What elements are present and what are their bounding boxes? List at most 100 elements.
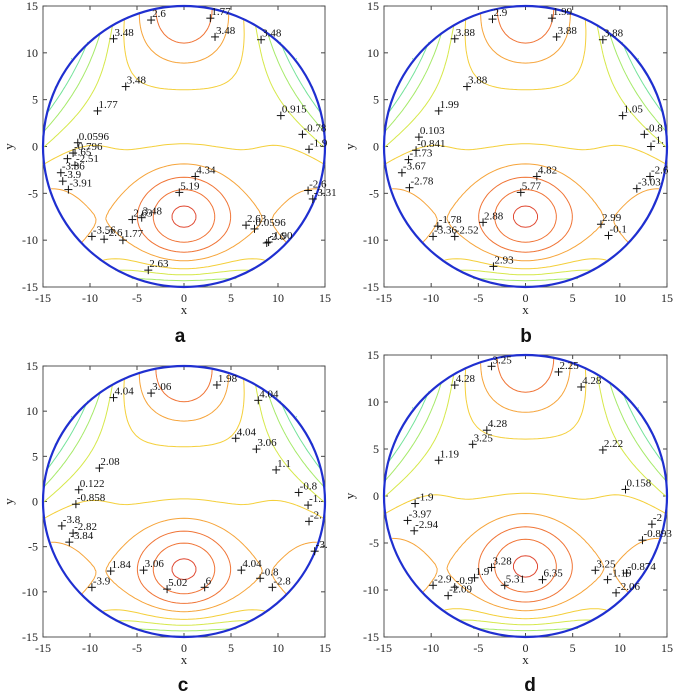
contour-line xyxy=(171,205,197,228)
x-tick-label: -15 xyxy=(376,291,392,305)
y-tick-label: 10 xyxy=(367,46,379,60)
contour-line xyxy=(136,9,232,253)
y-tick-label: -15 xyxy=(22,280,38,294)
contour-label: -2.8 xyxy=(273,575,291,587)
contour-line xyxy=(392,363,659,612)
contour-label: 2.08 xyxy=(100,456,120,468)
contour-label: -2.6 xyxy=(268,231,286,243)
x-tick-label: -10 xyxy=(423,291,439,305)
contour-label: 3.88 xyxy=(456,27,476,39)
y-tick-label: -10 xyxy=(363,583,379,597)
x-tick-label: -5 xyxy=(473,291,483,305)
contour-label: -0.78 xyxy=(303,122,326,134)
contour-label: -0.858 xyxy=(77,492,106,504)
y-tick-label: 15 xyxy=(26,359,38,373)
contour-label: -1.73 xyxy=(410,148,433,160)
contour-line xyxy=(383,383,668,632)
boundary-circle xyxy=(382,4,669,289)
contour-label: 2.99 xyxy=(602,212,622,224)
contour-label: 3.06 xyxy=(152,381,172,393)
contour-label: 3.48 xyxy=(216,25,236,37)
contour-label: -2.09 xyxy=(449,584,472,596)
contour-label: -3.56 xyxy=(93,224,116,236)
contour-label: -2.9 xyxy=(434,573,452,585)
x-tick-label: 10 xyxy=(272,641,284,655)
contour-label: 4.34 xyxy=(196,164,216,176)
y-tick-label: 15 xyxy=(26,0,38,13)
contour-label: 4.04 xyxy=(259,388,279,400)
contour-label: -3.36 xyxy=(62,161,85,173)
x-tick-label: -10 xyxy=(82,641,98,655)
contour-label: 5.77 xyxy=(522,180,542,192)
y-axis-label: y xyxy=(342,492,357,499)
x-tick-label: 5 xyxy=(570,291,576,305)
contour-label: -0.841 xyxy=(417,138,445,150)
x-axis-label: x xyxy=(522,652,529,667)
contour-label: -1. xyxy=(652,135,664,147)
contour-label: 4.04 xyxy=(242,558,262,570)
contour-label: 4.04 xyxy=(115,386,135,398)
x-axis-label: x xyxy=(181,652,188,667)
contour-label: -0.893 xyxy=(643,528,672,540)
contour-label: 3.88 xyxy=(558,25,578,37)
contour-label: -2.94 xyxy=(415,519,438,531)
contour-label: 5.19 xyxy=(180,180,200,192)
contour-line xyxy=(494,538,557,593)
panel-label: c xyxy=(178,675,189,694)
x-tick-label: 10 xyxy=(614,291,626,305)
contour-label: 1.98 xyxy=(218,373,238,385)
contour-label: 2.6 xyxy=(152,8,166,20)
x-tick-label: -15 xyxy=(35,641,51,655)
contour-label: 2.88 xyxy=(484,210,504,222)
contour-line xyxy=(513,555,538,578)
contour-label: 6 xyxy=(206,575,212,587)
contour-line xyxy=(513,205,538,228)
contour-label: 2.63 xyxy=(149,258,169,270)
x-tick-label: 5 xyxy=(228,291,234,305)
x-tick-label: 10 xyxy=(614,641,626,655)
y-tick-label: -15 xyxy=(22,630,38,644)
x-tick-label: 5 xyxy=(228,641,234,655)
panel-d: -15 -10 -5 0 5 10 15 -15 -10 -5 0 5 10 15 x y 4.28 3.25 4.… xyxy=(342,348,673,694)
panel-label: b xyxy=(520,326,532,347)
x-tick-label: -15 xyxy=(35,291,51,305)
contour-label: -0.8 xyxy=(645,122,663,134)
contour-label: 2.93 xyxy=(494,254,514,266)
contour-label: 2.9 xyxy=(493,7,507,19)
y-axis-label: y xyxy=(342,143,357,150)
contour-label: -3.03 xyxy=(638,177,661,189)
contour-label: -1. xyxy=(309,493,321,505)
contour-label: 1.05 xyxy=(624,104,644,116)
y-tick-label: 10 xyxy=(367,395,379,409)
x-tick-label: 0 xyxy=(523,291,529,305)
y-tick-label: -5 xyxy=(28,186,38,200)
y-tick-label: -15 xyxy=(363,630,379,644)
x-tick-label: 5 xyxy=(570,641,576,655)
contour-label: 1.19 xyxy=(440,448,460,460)
contour-label: 1.84 xyxy=(112,559,132,571)
contour-label: 4.28 xyxy=(582,375,602,387)
contour-label: -2 xyxy=(653,512,662,524)
y-tick-label: 0 xyxy=(32,140,38,154)
y-tick-label: -15 xyxy=(363,280,379,294)
contour-label: -0.874 xyxy=(627,561,656,573)
x-tick-label: -5 xyxy=(473,641,483,655)
contour-label: -3.97 xyxy=(409,508,432,520)
contour-label: 6.35 xyxy=(543,568,563,580)
x-tick-label: 0 xyxy=(181,641,187,655)
contour-label: 0.0596 xyxy=(79,131,110,143)
y-tick-label: 0 xyxy=(373,140,379,154)
contour-label: -3. xyxy=(316,539,328,551)
contour-line xyxy=(152,189,216,243)
contour-label: 2.22 xyxy=(604,438,623,450)
y-tick-label: 0 xyxy=(32,495,38,509)
x-axis-label: x xyxy=(181,302,188,317)
x-tick-label: 15 xyxy=(661,641,673,655)
contour-line xyxy=(42,392,326,632)
panel-label: a xyxy=(175,326,186,347)
boundary-circle xyxy=(41,4,327,289)
y-tick-label: 10 xyxy=(26,46,38,60)
contour-label: 5.02 xyxy=(168,577,187,589)
contour-label: 1.77 xyxy=(124,228,144,240)
